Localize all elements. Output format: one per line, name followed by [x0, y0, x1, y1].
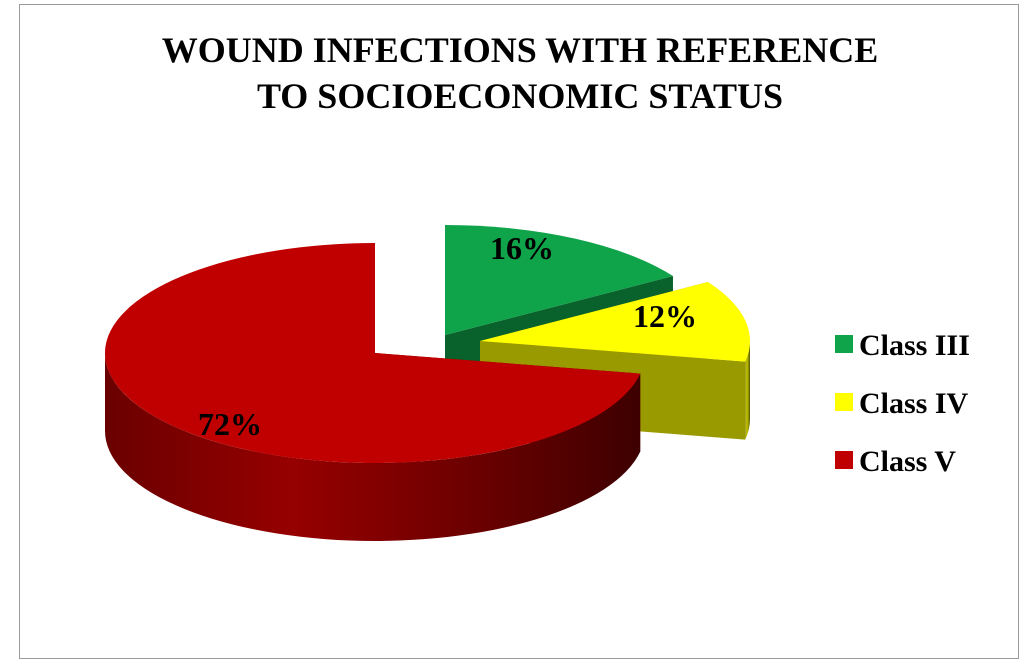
pie-slice-side — [105, 353, 641, 542]
pie-slice-class-v — [105, 243, 641, 542]
pie-chart: 16% 12% 72% Class III Class IV Class V — [105, 225, 970, 542]
legend-label-class-iii: Class III — [859, 329, 970, 362]
legend-swatch-class-iv — [835, 393, 853, 411]
chart-title: WOUND INFECTIONS WITH REFERENCE TO SOCIO… — [20, 27, 1020, 119]
pie-slice-top — [480, 282, 751, 362]
pie-slice-top — [105, 243, 641, 463]
legend-label-class-v: Class V — [859, 445, 956, 478]
legend-swatch-class-iii — [835, 335, 853, 353]
slice-label-class-iv: 12% — [633, 298, 697, 334]
pie-slice-top — [445, 225, 673, 335]
slice-label-class-iii: 16% — [490, 230, 554, 266]
chart-frame: WOUND INFECTIONS WITH REFERENCE TO SOCIO… — [19, 4, 1019, 659]
slice-label-class-v: 72% — [198, 406, 262, 442]
legend-swatch-class-v — [835, 451, 853, 469]
legend-label-class-iv: Class IV — [859, 387, 969, 420]
pie-slice-class-iv — [480, 282, 751, 440]
chart-title-line-1: WOUND INFECTIONS WITH REFERENCE — [161, 30, 879, 70]
pie-slice-side — [745, 341, 750, 440]
legend: Class III Class IV Class V — [835, 329, 970, 478]
chart-title-line-2: TO SOCIOECONOMIC STATUS — [256, 76, 784, 116]
